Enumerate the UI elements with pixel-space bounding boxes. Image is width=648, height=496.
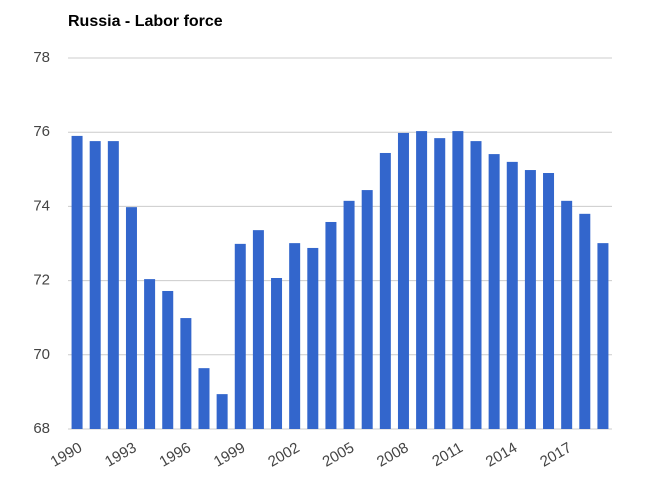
bar [579, 213, 591, 429]
bar [307, 247, 319, 429]
bar [452, 131, 464, 429]
y-tick-label: 78 [33, 49, 50, 66]
bar [434, 138, 446, 430]
bar [144, 279, 156, 429]
x-tick-label: 1999 [211, 439, 248, 470]
bar [216, 394, 228, 429]
bar [89, 141, 101, 429]
x-tick-label: 2011 [429, 439, 465, 470]
bar [379, 152, 391, 429]
y-tick-label: 74 [33, 197, 50, 214]
bar [180, 318, 192, 429]
bar [289, 243, 301, 429]
x-tick-label: 1993 [102, 439, 139, 470]
bar [416, 131, 428, 429]
y-tick-label: 76 [33, 123, 50, 140]
x-tick-label: 2008 [374, 439, 411, 470]
bar [506, 161, 518, 429]
y-tick-label: 70 [33, 346, 50, 363]
x-tick-label: 2002 [265, 439, 302, 470]
bar [107, 141, 119, 429]
x-tick-label: 1990 [48, 439, 85, 470]
bar [361, 190, 373, 429]
bar [162, 290, 174, 429]
bar [234, 243, 246, 429]
bar [488, 154, 500, 430]
bar [271, 278, 283, 429]
x-tick-label: 2014 [483, 439, 520, 470]
bar [198, 368, 210, 429]
bar [470, 141, 482, 429]
bar [125, 207, 137, 429]
x-tick-label: 2005 [320, 439, 357, 470]
bar [325, 221, 337, 429]
bar [252, 230, 264, 429]
bar [343, 200, 355, 429]
bar [543, 173, 555, 429]
bar [71, 135, 83, 429]
bar [597, 243, 609, 429]
x-tick-label: 1996 [156, 439, 193, 470]
bar [561, 200, 573, 429]
x-tick-label: 2017 [537, 439, 574, 470]
y-tick-label: 68 [33, 420, 50, 437]
y-tick-label: 72 [33, 272, 50, 289]
bar [524, 170, 536, 430]
bar [397, 132, 409, 429]
chart-title: Russia - Labor force [68, 13, 223, 30]
